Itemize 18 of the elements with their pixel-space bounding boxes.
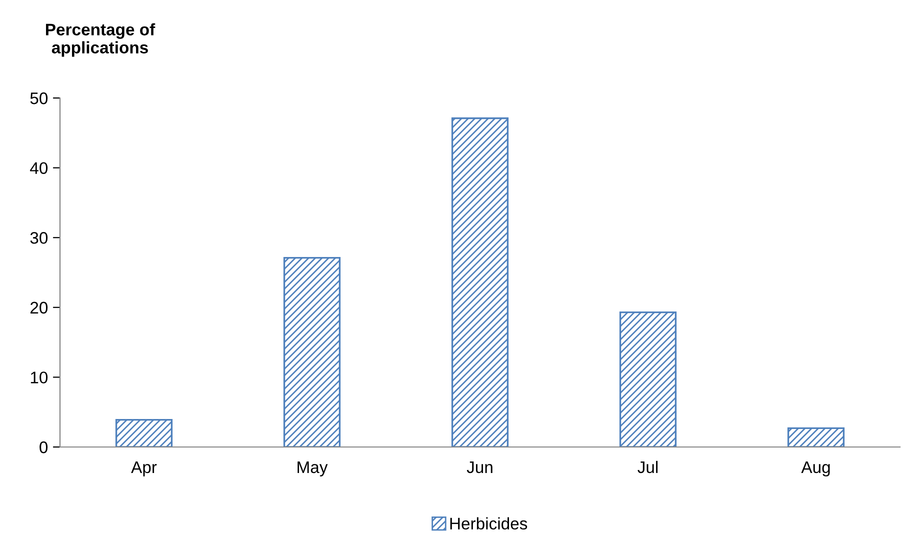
x-tick-label: Jun [466,462,492,474]
bar [619,311,677,447]
y-tick-label: 50 [30,92,48,104]
x-tick-label: Jul [638,460,658,474]
x-tick-label: Apr [131,462,157,476]
y-tick-label: 0 [40,441,48,454]
y-tick-label: 10 [30,372,48,384]
legend-label: Herbicides [450,517,528,530]
bar [787,427,845,447]
bar [451,117,509,447]
y-tick-label: 40 [30,162,48,174]
y-axis-title: Percentage of applications [46,23,156,57]
x-tick-label: Aug [801,462,830,476]
y-tick-label: 30 [30,232,48,244]
bar [115,418,173,447]
x-tick-label: May [298,462,328,476]
bar [283,257,341,447]
y-tick-label: 20 [30,302,48,314]
